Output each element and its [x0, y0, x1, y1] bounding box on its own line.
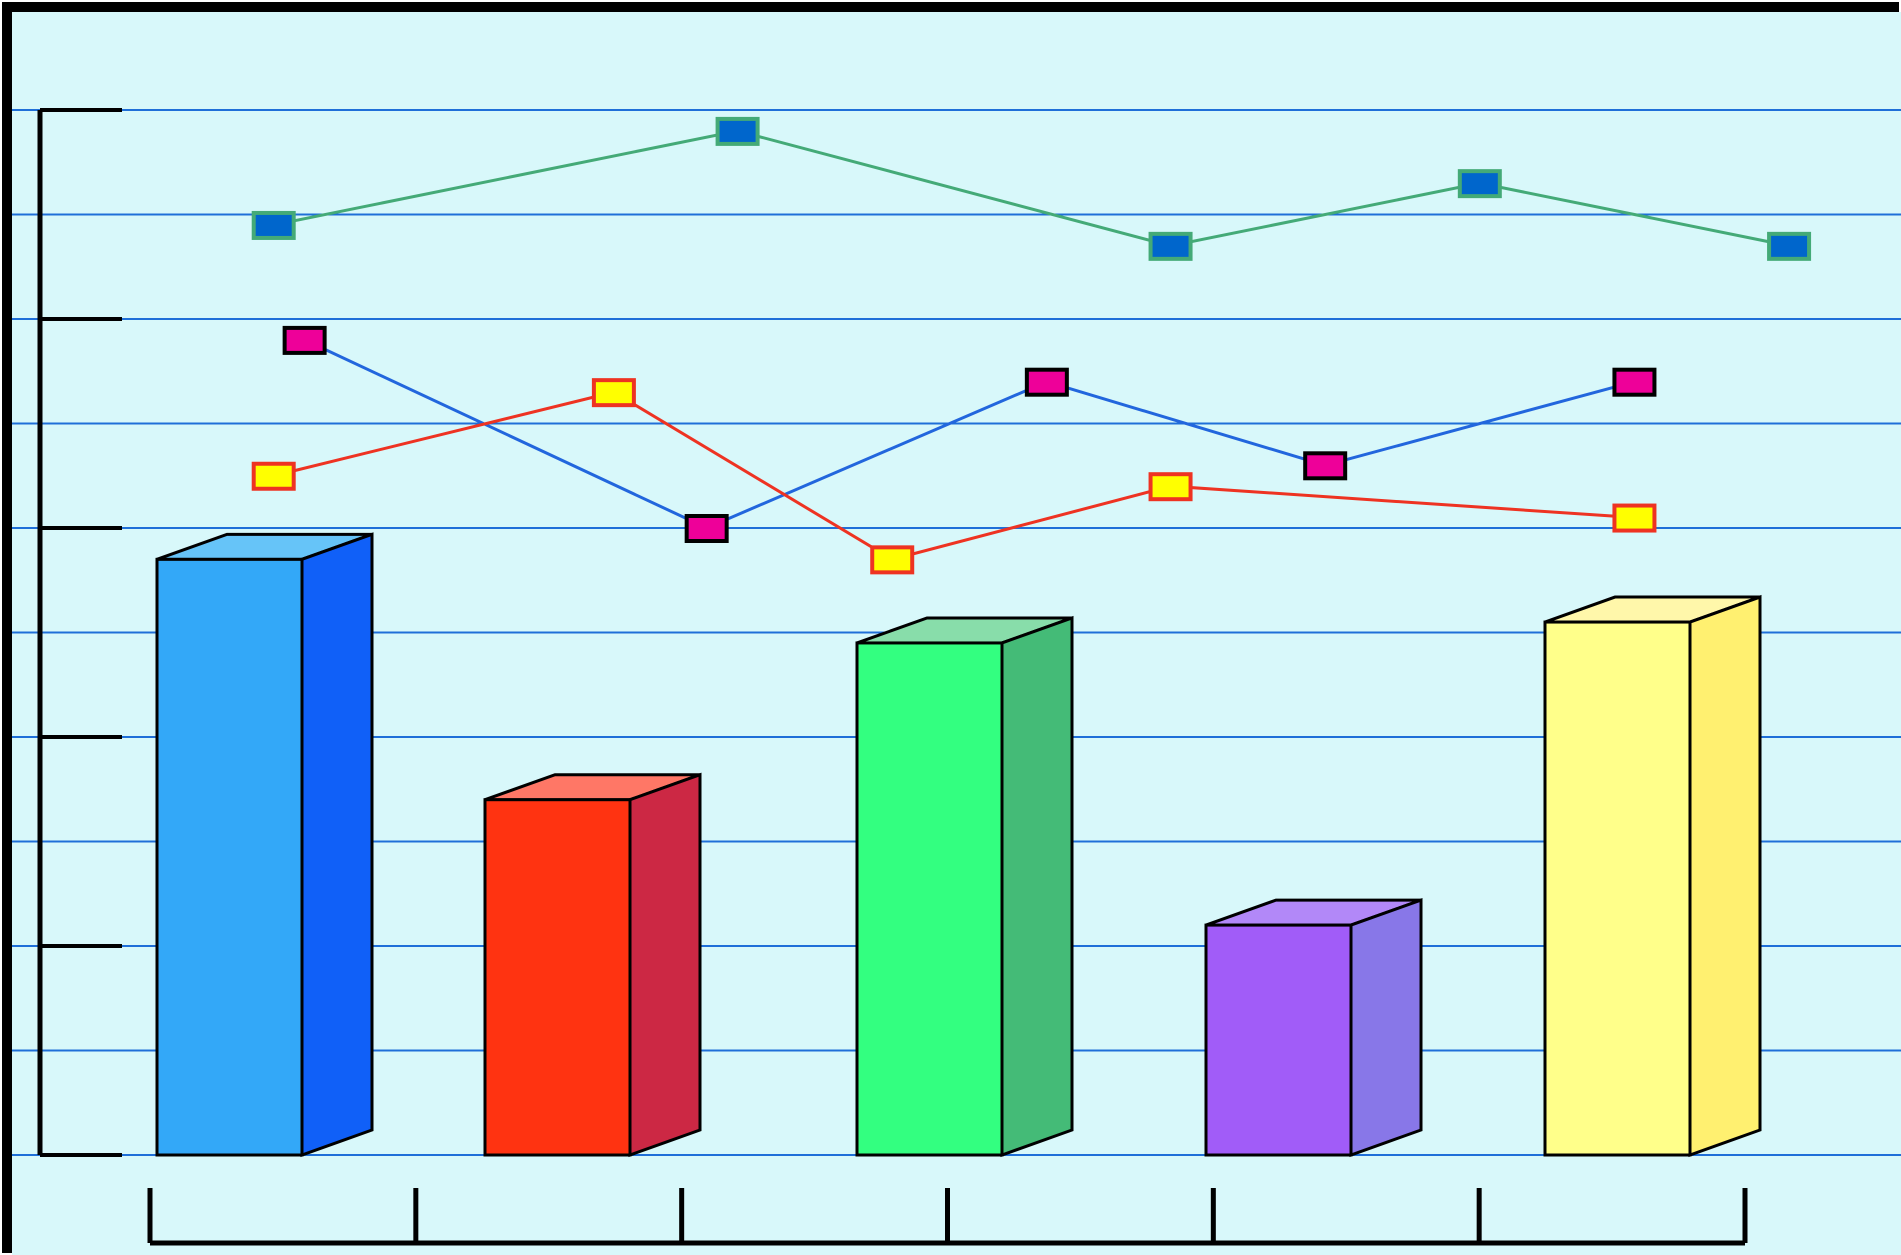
bar-side-face: [300, 532, 374, 1158]
series-marker: [1024, 367, 1069, 397]
bar-side-face: [1349, 897, 1423, 1158]
bar: [483, 772, 702, 1158]
series-marker: [1303, 451, 1348, 481]
series-marker: [1612, 503, 1657, 533]
series-marker: [1767, 231, 1812, 261]
line-series: [282, 325, 1657, 543]
series-marker: [591, 378, 636, 408]
series-marker: [282, 325, 327, 355]
bar: [1543, 594, 1762, 1158]
bar-front-face: [1204, 923, 1353, 1157]
bar-front-face: [855, 641, 1004, 1157]
line-series-group: [251, 116, 1812, 575]
series-marker: [1148, 472, 1193, 502]
bar-side-face: [1688, 594, 1762, 1158]
series-marker: [715, 116, 760, 146]
line-series: [251, 116, 1812, 261]
series-marker: [1612, 367, 1657, 397]
series-marker: [1148, 231, 1193, 261]
bar: [855, 615, 1074, 1158]
bar-front-face: [155, 557, 304, 1157]
series-marker: [251, 210, 296, 240]
series-marker: [1457, 169, 1502, 199]
bar-side-face: [628, 772, 702, 1158]
axes: [37, 108, 1748, 1246]
bar: [155, 532, 374, 1158]
bar: [1204, 897, 1423, 1158]
bar-side-face: [1000, 615, 1074, 1158]
series-marker: [684, 514, 729, 543]
series-marker: [870, 545, 915, 575]
bar-series: [155, 532, 1762, 1158]
bar-front-face: [483, 798, 632, 1157]
series-marker: [251, 461, 296, 491]
line-series: [251, 378, 1657, 575]
bar-front-face: [1543, 620, 1692, 1157]
